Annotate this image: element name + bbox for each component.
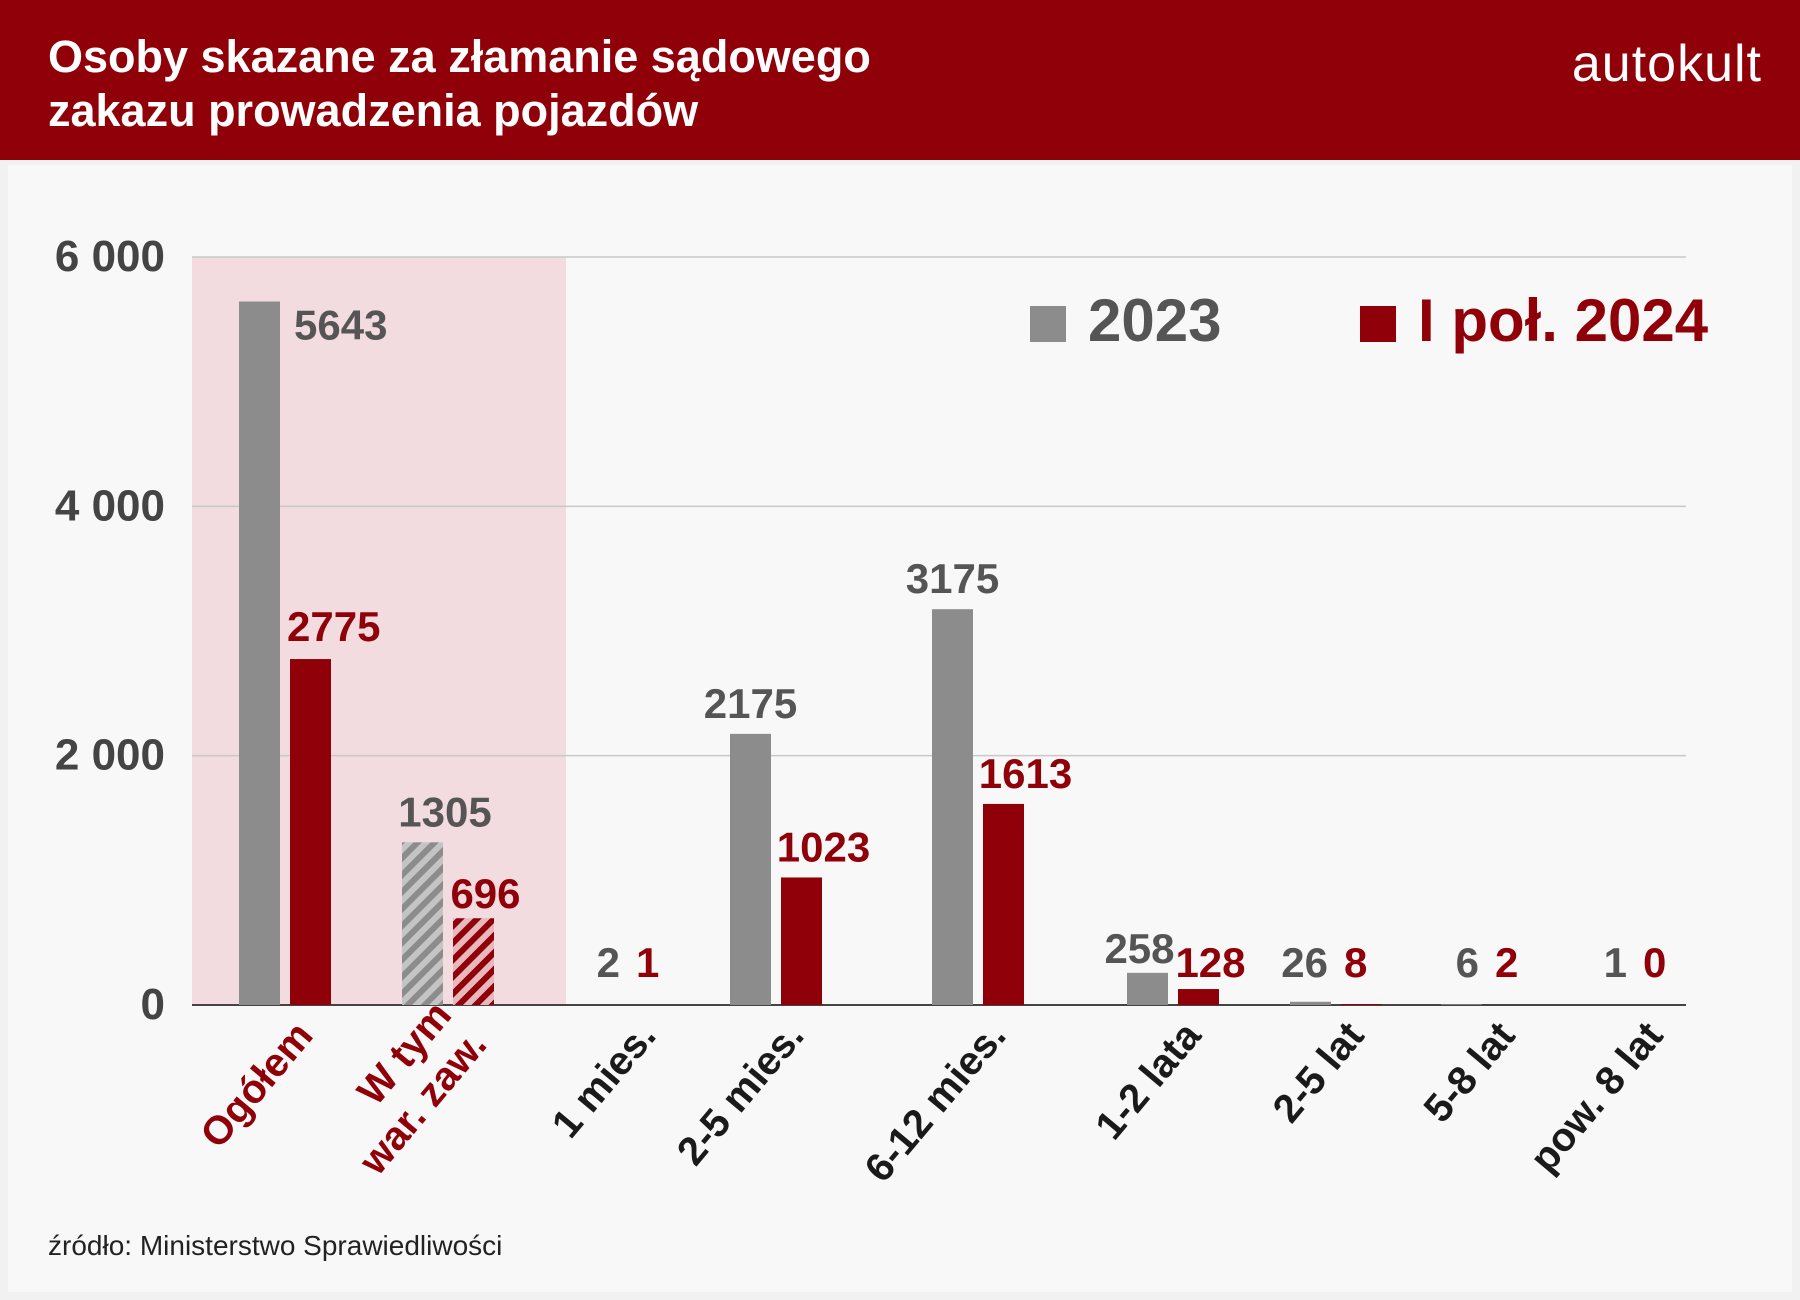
- x-tick-label: Ogółem: [192, 1014, 321, 1156]
- x-label-group: Ogółem: [192, 1014, 321, 1156]
- x-label-group: 1-2 lata: [1087, 1013, 1210, 1147]
- x-label-group: 2-5 lat: [1265, 1014, 1373, 1131]
- x-tick-label: 2-5 mies.: [669, 1014, 813, 1173]
- bar-2024: [1178, 989, 1219, 1005]
- value-label-2024: 1613: [979, 750, 1072, 797]
- x-label-group: 5-8 lat: [1416, 1014, 1524, 1131]
- brand-logo: autokult: [1571, 35, 1762, 93]
- value-label-2023: 2175: [704, 680, 797, 727]
- value-label-2024: 128: [1175, 939, 1245, 986]
- source-note: źródło: Ministerstwo Sprawiedliwości: [48, 1230, 503, 1261]
- y-tick-label: 6 000: [55, 232, 165, 281]
- value-label-2024: 0: [1643, 939, 1666, 986]
- bar-2023: [239, 301, 280, 1006]
- bar-2023: [1441, 1004, 1482, 1005]
- bar-2024: [781, 877, 822, 1005]
- y-tick-label: 4 000: [55, 481, 165, 530]
- page-title: Osoby skazane za złamanie sądowego zakaz…: [48, 31, 871, 136]
- value-label-2023: 1305: [398, 788, 491, 835]
- value-label-2023: 26: [1281, 939, 1328, 986]
- bar-2023: [1127, 972, 1168, 1005]
- x-label-group: pow. 8 lat: [1522, 1014, 1672, 1181]
- y-tick-label: 2 000: [55, 731, 165, 780]
- value-label-2024: 1023: [777, 823, 870, 870]
- x-tick-label: 2-5 lat: [1265, 1014, 1373, 1131]
- x-tick-label: 6-12 mies.: [856, 1014, 1014, 1190]
- x-label-group: 2-5 mies.: [669, 1014, 813, 1173]
- x-tick-label: pow. 8 lat: [1522, 1014, 1672, 1181]
- legend-swatch-2024: [1360, 306, 1396, 342]
- value-label-2024: 1: [636, 939, 659, 986]
- bar-2023: [402, 842, 443, 1005]
- legend: 2023 I poł. 2024: [1030, 287, 1709, 354]
- bar-2024: [290, 659, 331, 1005]
- value-label-2023: 258: [1104, 925, 1174, 972]
- x-label-group: 6-12 mies.: [856, 1014, 1014, 1190]
- value-label-2023: 5643: [294, 302, 387, 349]
- bar-2024: [453, 918, 494, 1005]
- y-axis-ticks: 6 000 4 000 2 000 0: [55, 232, 165, 1029]
- legend-swatch-2023: [1030, 306, 1066, 342]
- value-label-2024: 2: [1495, 939, 1518, 986]
- bar-2023: [932, 609, 973, 1005]
- bar-2024: [1341, 1004, 1382, 1005]
- value-label-2024: 8: [1344, 939, 1367, 986]
- value-label-2023: 2: [597, 939, 620, 986]
- x-tick-label: 1 mies.: [544, 1014, 665, 1146]
- bar-2023: [730, 733, 771, 1005]
- bar-2024: [983, 803, 1024, 1005]
- legend-label-2024: I poł. 2024: [1418, 287, 1709, 354]
- x-label-group: 1 mies.: [544, 1014, 665, 1146]
- bars: [239, 301, 1482, 1006]
- x-label-group: W tymwar. zaw.: [315, 993, 495, 1183]
- y-tick-label: 0: [141, 980, 165, 1029]
- value-label-2023: 3175: [906, 555, 999, 602]
- legend-label-2023: 2023: [1088, 287, 1221, 354]
- x-tick-label: W tymwar. zaw.: [315, 993, 495, 1183]
- x-axis-labels: Ogółem W tymwar. zaw. 1 mies. 2-5 mies. 6-12…: [192, 993, 1671, 1190]
- x-tick-label: 1-2 lata: [1087, 1013, 1210, 1147]
- value-label-2023: 1: [1604, 939, 1627, 986]
- header-bar: Osoby skazane za złamanie sądowego zakaz…: [0, 0, 1800, 160]
- x-tick-label: 5-8 lat: [1416, 1014, 1524, 1131]
- value-label-2024: 696: [450, 870, 520, 917]
- value-label-2024: 2775: [287, 603, 380, 650]
- value-label-2023: 6: [1456, 939, 1479, 986]
- bar-2023: [1290, 1001, 1331, 1005]
